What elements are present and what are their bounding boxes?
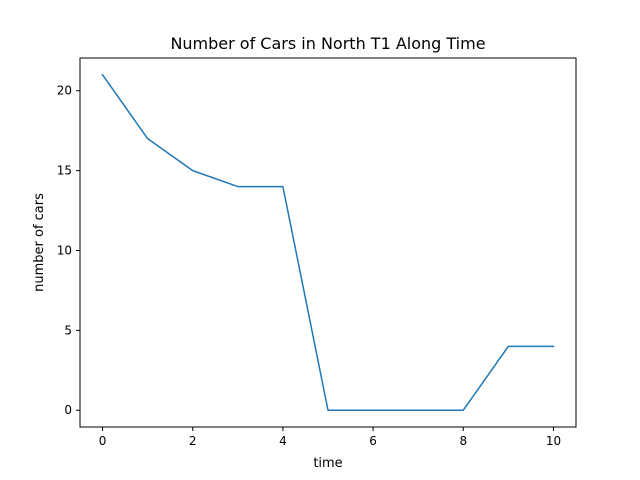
x-tick-label: 10 xyxy=(546,434,561,448)
x-tick-label: 4 xyxy=(279,434,287,448)
chart-title: Number of Cars in North T1 Along Time xyxy=(170,34,485,53)
series-line xyxy=(101,73,555,411)
y-tick-label: 0 xyxy=(64,403,72,417)
y-tick-label: 20 xyxy=(57,84,72,98)
y-tick-label: 5 xyxy=(64,323,72,337)
x-tick-label: 0 xyxy=(99,434,107,448)
x-tick-label: 8 xyxy=(459,434,467,448)
ticks-group: 0 2 4 6 8 10 0 5 10 15 20 xyxy=(57,84,561,448)
x-tick-label: 6 xyxy=(369,434,377,448)
x-axis-label: time xyxy=(313,456,342,471)
y-tick-label: 10 xyxy=(57,243,72,257)
x-tick-label: 2 xyxy=(189,434,197,448)
y-tick-label: 15 xyxy=(57,164,72,178)
y-axis-label: number of cars xyxy=(32,193,47,292)
plot-area-frame xyxy=(79,57,577,428)
